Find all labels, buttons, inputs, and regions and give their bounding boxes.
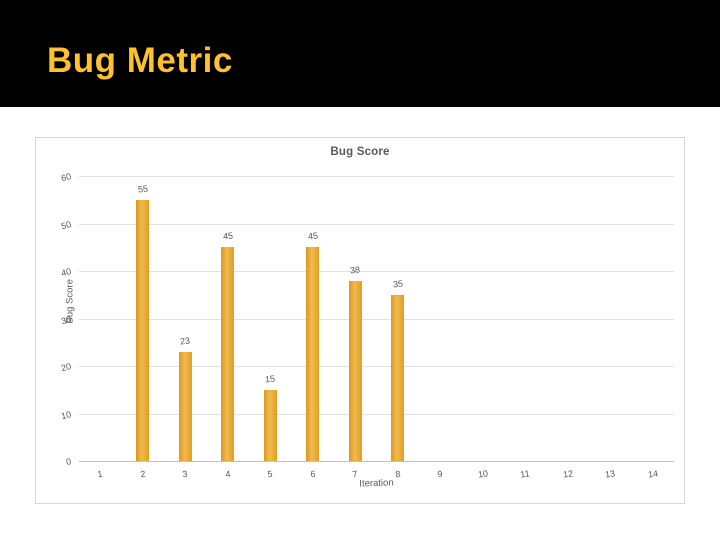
- gridline: [79, 271, 674, 272]
- gridline: [79, 366, 674, 367]
- bar-value-label: 55: [137, 183, 149, 195]
- bar-value-label: 45: [222, 230, 234, 242]
- bar-value-label: 38: [349, 264, 361, 275]
- bar-iteration-2: [136, 199, 150, 461]
- bug-score-chart: Bug Score 0 10 20 30 40 50 60 1 55 2 23 3 45 4 15 5 45 6 3…: [35, 137, 685, 504]
- bar-value-label: 15: [264, 373, 276, 385]
- gridline: [79, 176, 674, 177]
- y-tick-label: 10: [60, 408, 73, 421]
- y-axis-title: Bug Score: [64, 279, 76, 324]
- y-tick-label: 20: [60, 361, 73, 374]
- y-tick-label: 60: [60, 171, 73, 184]
- slide-header: Bug Metric: [0, 0, 720, 107]
- x-tick-label: 1: [97, 468, 104, 480]
- bar-iteration-6: [306, 247, 320, 461]
- plot-area: 0 10 20 30 40 50 60 1 55 2 23 3 45 4 15 5 45 6 38 7 35 8 9 10 11…: [60, 171, 674, 480]
- gridline: [79, 223, 674, 225]
- chart-title: Bug Score: [330, 146, 390, 158]
- bar-iteration-4: [221, 247, 235, 461]
- gridline: [79, 318, 674, 320]
- bar-iteration-5: [263, 389, 277, 461]
- x-tick-label: 2: [139, 468, 146, 480]
- y-tick-label: 0: [64, 456, 73, 468]
- bar-value-label: 23: [179, 335, 191, 347]
- bar-iteration-7: [348, 280, 362, 461]
- slide-title: Bug Metric: [47, 41, 233, 80]
- gridline: [79, 413, 674, 415]
- bar-iteration-3: [178, 351, 192, 461]
- bar-iteration-8: [391, 294, 405, 461]
- x-tick-label: 4: [224, 468, 231, 480]
- bar-value-label: 35: [392, 278, 404, 290]
- y-tick-label: 50: [60, 218, 73, 231]
- x-tick-label: 3: [182, 468, 189, 480]
- bar-value-label: 45: [307, 230, 319, 242]
- x-tick-label: 5: [267, 468, 274, 480]
- x-axis-line: [79, 461, 674, 462]
